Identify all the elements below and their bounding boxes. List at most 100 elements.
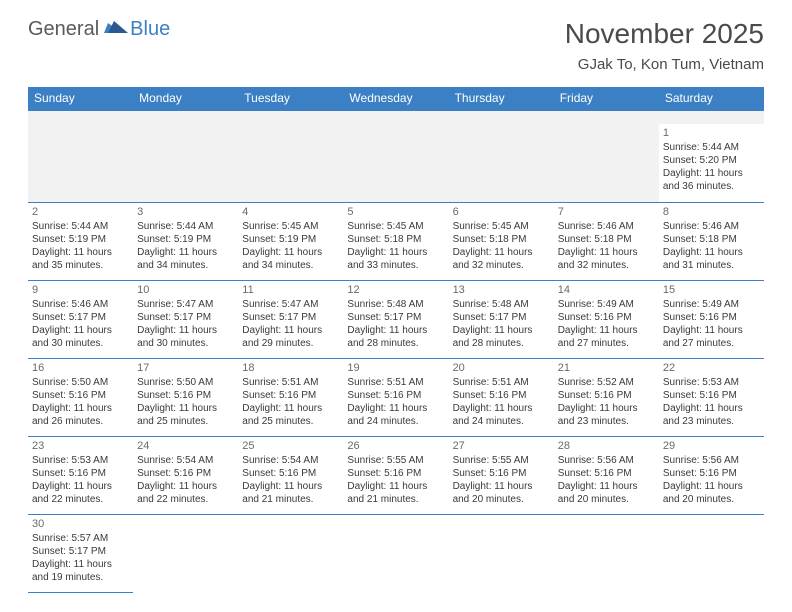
calendar-cell: 4Sunrise: 5:45 AMSunset: 5:19 PMDaylight…: [238, 202, 343, 280]
calendar-cell: [659, 514, 764, 592]
calendar-row: 9Sunrise: 5:46 AMSunset: 5:17 PMDaylight…: [28, 280, 764, 358]
calendar-row: 30Sunrise: 5:57 AMSunset: 5:17 PMDayligh…: [28, 514, 764, 592]
day-info: Sunrise: 5:44 AMSunset: 5:19 PMDaylight:…: [32, 220, 129, 272]
day-number: 21: [558, 361, 655, 375]
day-info: Sunrise: 5:49 AMSunset: 5:16 PMDaylight:…: [558, 298, 655, 350]
calendar-cell: [343, 124, 448, 202]
day-info: Sunrise: 5:55 AMSunset: 5:16 PMDaylight:…: [347, 454, 444, 506]
calendar-cell: 16Sunrise: 5:50 AMSunset: 5:16 PMDayligh…: [28, 358, 133, 436]
day-info: Sunrise: 5:46 AMSunset: 5:17 PMDaylight:…: [32, 298, 129, 350]
calendar-cell: 24Sunrise: 5:54 AMSunset: 5:16 PMDayligh…: [133, 436, 238, 514]
calendar-body: 1Sunrise: 5:44 AMSunset: 5:20 PMDaylight…: [28, 110, 764, 592]
calendar-cell: 23Sunrise: 5:53 AMSunset: 5:16 PMDayligh…: [28, 436, 133, 514]
day-info: Sunrise: 5:51 AMSunset: 5:16 PMDaylight:…: [453, 376, 550, 428]
day-number: 18: [242, 361, 339, 375]
calendar-cell: [133, 514, 238, 592]
calendar-cell: 27Sunrise: 5:55 AMSunset: 5:16 PMDayligh…: [449, 436, 554, 514]
calendar-cell: 5Sunrise: 5:45 AMSunset: 5:18 PMDaylight…: [343, 202, 448, 280]
day-info: Sunrise: 5:45 AMSunset: 5:18 PMDaylight:…: [453, 220, 550, 272]
day-number: 11: [242, 283, 339, 297]
calendar-table: SundayMondayTuesdayWednesdayThursdayFrid…: [28, 87, 764, 593]
calendar-cell: [554, 124, 659, 202]
day-info: Sunrise: 5:46 AMSunset: 5:18 PMDaylight:…: [558, 220, 655, 272]
flag-icon: [104, 19, 128, 40]
location: GJak To, Kon Tum, Vietnam: [565, 56, 764, 73]
day-number: 20: [453, 361, 550, 375]
calendar-cell: 29Sunrise: 5:56 AMSunset: 5:16 PMDayligh…: [659, 436, 764, 514]
calendar-row: 16Sunrise: 5:50 AMSunset: 5:16 PMDayligh…: [28, 358, 764, 436]
calendar-cell: 19Sunrise: 5:51 AMSunset: 5:16 PMDayligh…: [343, 358, 448, 436]
day-number: 14: [558, 283, 655, 297]
day-number: 3: [137, 205, 234, 219]
day-number: 19: [347, 361, 444, 375]
day-number: 13: [453, 283, 550, 297]
day-number: 7: [558, 205, 655, 219]
day-info: Sunrise: 5:48 AMSunset: 5:17 PMDaylight:…: [453, 298, 550, 350]
day-number: 8: [663, 205, 760, 219]
calendar-cell: 9Sunrise: 5:46 AMSunset: 5:17 PMDaylight…: [28, 280, 133, 358]
calendar-cell: 14Sunrise: 5:49 AMSunset: 5:16 PMDayligh…: [554, 280, 659, 358]
calendar-cell: 30Sunrise: 5:57 AMSunset: 5:17 PMDayligh…: [28, 514, 133, 592]
day-info: Sunrise: 5:54 AMSunset: 5:16 PMDaylight:…: [242, 454, 339, 506]
weekday-header: Saturday: [659, 87, 764, 110]
day-info: Sunrise: 5:51 AMSunset: 5:16 PMDaylight:…: [242, 376, 339, 428]
calendar-cell: 17Sunrise: 5:50 AMSunset: 5:16 PMDayligh…: [133, 358, 238, 436]
day-info: Sunrise: 5:54 AMSunset: 5:16 PMDaylight:…: [137, 454, 234, 506]
day-info: Sunrise: 5:44 AMSunset: 5:19 PMDaylight:…: [137, 220, 234, 272]
day-number: 26: [347, 439, 444, 453]
day-info: Sunrise: 5:50 AMSunset: 5:16 PMDaylight:…: [32, 376, 129, 428]
calendar-row: 23Sunrise: 5:53 AMSunset: 5:16 PMDayligh…: [28, 436, 764, 514]
day-info: Sunrise: 5:53 AMSunset: 5:16 PMDaylight:…: [32, 454, 129, 506]
day-number: 4: [242, 205, 339, 219]
day-number: 12: [347, 283, 444, 297]
day-number: 1: [663, 126, 760, 140]
calendar-cell: 12Sunrise: 5:48 AMSunset: 5:17 PMDayligh…: [343, 280, 448, 358]
calendar-cell: 22Sunrise: 5:53 AMSunset: 5:16 PMDayligh…: [659, 358, 764, 436]
day-info: Sunrise: 5:47 AMSunset: 5:17 PMDaylight:…: [242, 298, 339, 350]
day-info: Sunrise: 5:45 AMSunset: 5:19 PMDaylight:…: [242, 220, 339, 272]
calendar-cell: 15Sunrise: 5:49 AMSunset: 5:16 PMDayligh…: [659, 280, 764, 358]
weekday-header: Wednesday: [343, 87, 448, 110]
logo-text-blue: Blue: [130, 18, 170, 41]
weekday-header: Sunday: [28, 87, 133, 110]
weekday-header: Tuesday: [238, 87, 343, 110]
calendar-cell: 26Sunrise: 5:55 AMSunset: 5:16 PMDayligh…: [343, 436, 448, 514]
day-number: 25: [242, 439, 339, 453]
day-info: Sunrise: 5:55 AMSunset: 5:16 PMDaylight:…: [453, 454, 550, 506]
day-info: Sunrise: 5:56 AMSunset: 5:16 PMDaylight:…: [558, 454, 655, 506]
day-number: 22: [663, 361, 760, 375]
blank-row: [28, 110, 764, 124]
calendar-header: SundayMondayTuesdayWednesdayThursdayFrid…: [28, 87, 764, 110]
day-number: 16: [32, 361, 129, 375]
logo-text-general: General: [28, 18, 99, 41]
calendar-cell: [28, 124, 133, 202]
header: General Blue November 2025 GJak To, Kon …: [0, 0, 792, 79]
calendar-cell: 21Sunrise: 5:52 AMSunset: 5:16 PMDayligh…: [554, 358, 659, 436]
day-number: 30: [32, 517, 129, 531]
day-info: Sunrise: 5:53 AMSunset: 5:16 PMDaylight:…: [663, 376, 760, 428]
calendar-cell: 6Sunrise: 5:45 AMSunset: 5:18 PMDaylight…: [449, 202, 554, 280]
calendar-cell: 28Sunrise: 5:56 AMSunset: 5:16 PMDayligh…: [554, 436, 659, 514]
calendar-cell: 18Sunrise: 5:51 AMSunset: 5:16 PMDayligh…: [238, 358, 343, 436]
day-info: Sunrise: 5:45 AMSunset: 5:18 PMDaylight:…: [347, 220, 444, 272]
calendar-cell: 20Sunrise: 5:51 AMSunset: 5:16 PMDayligh…: [449, 358, 554, 436]
calendar-cell: 10Sunrise: 5:47 AMSunset: 5:17 PMDayligh…: [133, 280, 238, 358]
day-number: 2: [32, 205, 129, 219]
calendar-row: 1Sunrise: 5:44 AMSunset: 5:20 PMDaylight…: [28, 124, 764, 202]
calendar-cell: 1Sunrise: 5:44 AMSunset: 5:20 PMDaylight…: [659, 124, 764, 202]
day-info: Sunrise: 5:56 AMSunset: 5:16 PMDaylight:…: [663, 454, 760, 506]
day-number: 28: [558, 439, 655, 453]
calendar-row: 2Sunrise: 5:44 AMSunset: 5:19 PMDaylight…: [28, 202, 764, 280]
calendar-cell: [238, 124, 343, 202]
calendar-cell: 3Sunrise: 5:44 AMSunset: 5:19 PMDaylight…: [133, 202, 238, 280]
day-info: Sunrise: 5:44 AMSunset: 5:20 PMDaylight:…: [663, 141, 760, 193]
day-number: 23: [32, 439, 129, 453]
calendar-cell: 7Sunrise: 5:46 AMSunset: 5:18 PMDaylight…: [554, 202, 659, 280]
calendar-cell: 8Sunrise: 5:46 AMSunset: 5:18 PMDaylight…: [659, 202, 764, 280]
day-number: 27: [453, 439, 550, 453]
calendar-cell: 13Sunrise: 5:48 AMSunset: 5:17 PMDayligh…: [449, 280, 554, 358]
day-info: Sunrise: 5:49 AMSunset: 5:16 PMDaylight:…: [663, 298, 760, 350]
day-info: Sunrise: 5:46 AMSunset: 5:18 PMDaylight:…: [663, 220, 760, 272]
day-number: 6: [453, 205, 550, 219]
day-number: 24: [137, 439, 234, 453]
